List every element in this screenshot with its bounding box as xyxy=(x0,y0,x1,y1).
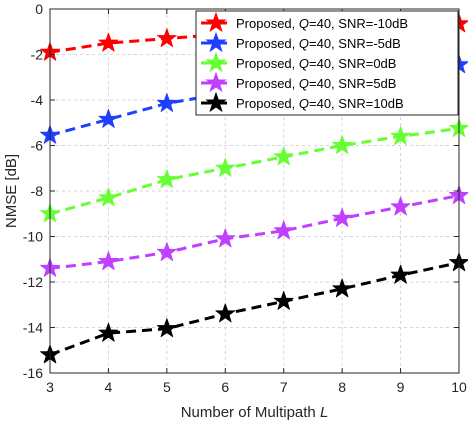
legend-star-marker xyxy=(205,71,227,93)
legend-label: Proposed, Q=40, SNR=5dB xyxy=(236,76,396,91)
y-tick-label: -8 xyxy=(31,183,44,199)
data-point-star xyxy=(390,264,411,284)
x-tick-label: 5 xyxy=(163,379,171,395)
legend-star-marker xyxy=(205,91,227,113)
x-axis-title: Number of Multipath L xyxy=(181,404,329,421)
data-point-star xyxy=(156,169,177,189)
data-point-star xyxy=(332,135,353,154)
legend-entry: Proposed, Q=40, SNR=-5dB xyxy=(201,31,401,53)
legend-label: Proposed, Q=40, SNR=0dB xyxy=(236,56,396,71)
data-point-star xyxy=(156,93,177,112)
y-tick-label: -12 xyxy=(23,274,43,290)
legend-label: Proposed, Q=40, SNR=-10dB xyxy=(236,16,408,31)
data-point-star xyxy=(332,207,353,227)
ticks: 3 4 5 6 7 8 9 10 0 -2 -4 -6 -8 -10 -12 -14 -16 xyxy=(23,1,467,395)
data-point-star xyxy=(273,146,294,166)
y-axis-title: NMSE [dB] xyxy=(3,154,20,228)
legend-label: Proposed, Q=40, SNR=-5dB xyxy=(236,36,401,51)
data-point-star xyxy=(390,196,411,216)
x-tick-label: 8 xyxy=(338,379,346,395)
data-point-star xyxy=(98,108,119,128)
x-tick-label: 7 xyxy=(280,379,288,395)
data-point-star xyxy=(98,32,119,52)
y-tick-label: -10 xyxy=(23,229,43,245)
legend-star-marker xyxy=(205,31,227,53)
legend-entry: Proposed, Q=40, SNR=10dB xyxy=(201,91,404,113)
data-point-star xyxy=(215,228,236,248)
legend: Proposed, Q=40, SNR=-10dB Proposed, Q=40,… xyxy=(195,10,459,116)
legend-star-marker xyxy=(205,51,227,73)
y-tick-label: -4 xyxy=(31,92,44,108)
data-point-star xyxy=(332,278,353,298)
data-point-star xyxy=(390,126,411,145)
series-line xyxy=(49,261,460,357)
legend-entry: Proposed, Q=40, SNR=-10dB xyxy=(201,11,408,33)
data-point-star xyxy=(156,28,177,48)
data-point-star xyxy=(156,242,177,261)
data-point-star xyxy=(273,290,294,310)
data-point-star xyxy=(215,157,236,177)
y-tick-label: -14 xyxy=(23,320,43,336)
data-point-star xyxy=(98,322,119,342)
y-tick-label: -16 xyxy=(23,365,43,381)
legend-label: Proposed, Q=40, SNR=10dB xyxy=(236,96,404,111)
legend-entry: Proposed, Q=40, SNR=0dB xyxy=(201,51,396,73)
x-tick-label: 6 xyxy=(221,379,229,395)
y-tick-label: 0 xyxy=(35,1,43,17)
series-line xyxy=(49,194,460,270)
legend-entry: Proposed, Q=40, SNR=5dB xyxy=(201,71,396,93)
data-point-star xyxy=(98,251,119,271)
data-point-star xyxy=(156,318,177,338)
x-tick-label: 10 xyxy=(451,379,467,395)
x-tick-label: 9 xyxy=(397,379,405,395)
data-point-star xyxy=(215,303,236,323)
data-point-star xyxy=(273,220,294,240)
legend-star-marker xyxy=(205,11,227,33)
data-point-star xyxy=(98,187,119,207)
x-tick-label: 4 xyxy=(105,379,113,395)
x-tick-label: 3 xyxy=(46,379,54,395)
legend-box xyxy=(195,10,459,116)
y-tick-label: -2 xyxy=(31,47,44,63)
y-tick-label: -6 xyxy=(31,138,44,154)
